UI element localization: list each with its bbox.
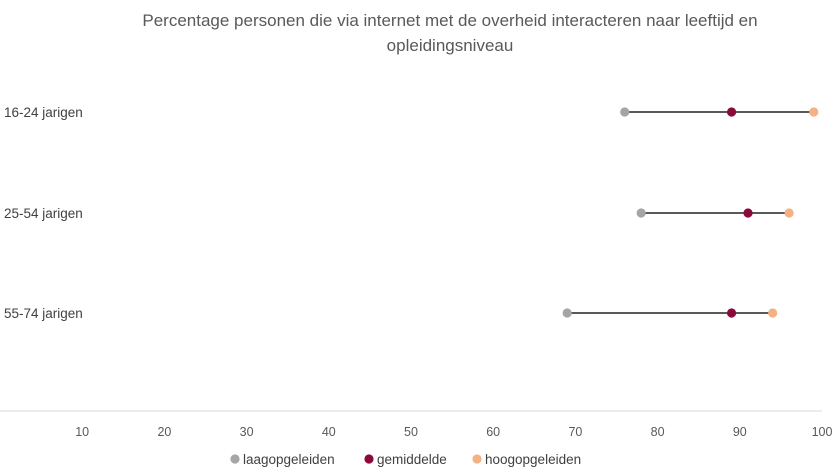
data-point-gemiddelde — [726, 107, 737, 117]
x-tick-label: 90 — [733, 425, 747, 439]
data-point-hoogopgeleiden — [809, 107, 819, 117]
x-tick-label: 50 — [404, 425, 418, 439]
legend-label-laagopgeleiden: laagopgeleiden — [243, 452, 335, 467]
x-tick-label: 100 — [812, 425, 833, 439]
data-point-laagopgeleiden — [562, 308, 572, 318]
category-labels: 16-24 jarigen 25-54 jarigen 55-74 jarigen — [4, 105, 83, 321]
data-point-gemiddelde — [726, 308, 737, 318]
x-tick-label: 80 — [651, 425, 665, 439]
x-tick-label: 70 — [568, 425, 582, 439]
range-lines — [567, 111, 814, 314]
x-tick-label: 40 — [322, 425, 336, 439]
chart-title: Percentage personen die via internet met… — [142, 11, 757, 55]
category-label: 25-54 jarigen — [4, 206, 83, 221]
data-point-hoogopgeleiden — [784, 208, 794, 218]
legend: laagopgeleiden gemiddelde hoogopgeleiden — [230, 452, 581, 467]
x-axis-tick-labels: 10 20 30 40 50 60 70 80 90 100 — [75, 425, 832, 439]
data-point-laagopgeleiden — [620, 107, 630, 117]
category-label: 55-74 jarigen — [4, 306, 83, 321]
category-label: 16-24 jarigen — [4, 105, 83, 120]
data-point-laagopgeleiden — [636, 208, 646, 218]
legend-label-gemiddelde: gemiddelde — [377, 452, 447, 467]
chart-title-line-2: opleidingsniveau — [387, 36, 514, 55]
x-tick-label: 20 — [157, 425, 171, 439]
data-point-hoogopgeleiden — [768, 308, 778, 318]
x-tick-label: 10 — [75, 425, 89, 439]
data-point-gemiddelde — [743, 208, 753, 218]
legend-marker-laagopgeleiden — [230, 454, 240, 464]
data-points — [562, 107, 819, 318]
chart-title-line-1: Percentage personen die via internet met… — [142, 11, 757, 30]
x-tick-label: 30 — [240, 425, 254, 439]
legend-marker-hoogopgeleiden — [472, 454, 482, 464]
x-tick-label: 60 — [486, 425, 500, 439]
legend-marker-gemiddelde — [364, 454, 374, 464]
legend-label-hoogopgeleiden: hoogopgeleiden — [485, 452, 581, 467]
